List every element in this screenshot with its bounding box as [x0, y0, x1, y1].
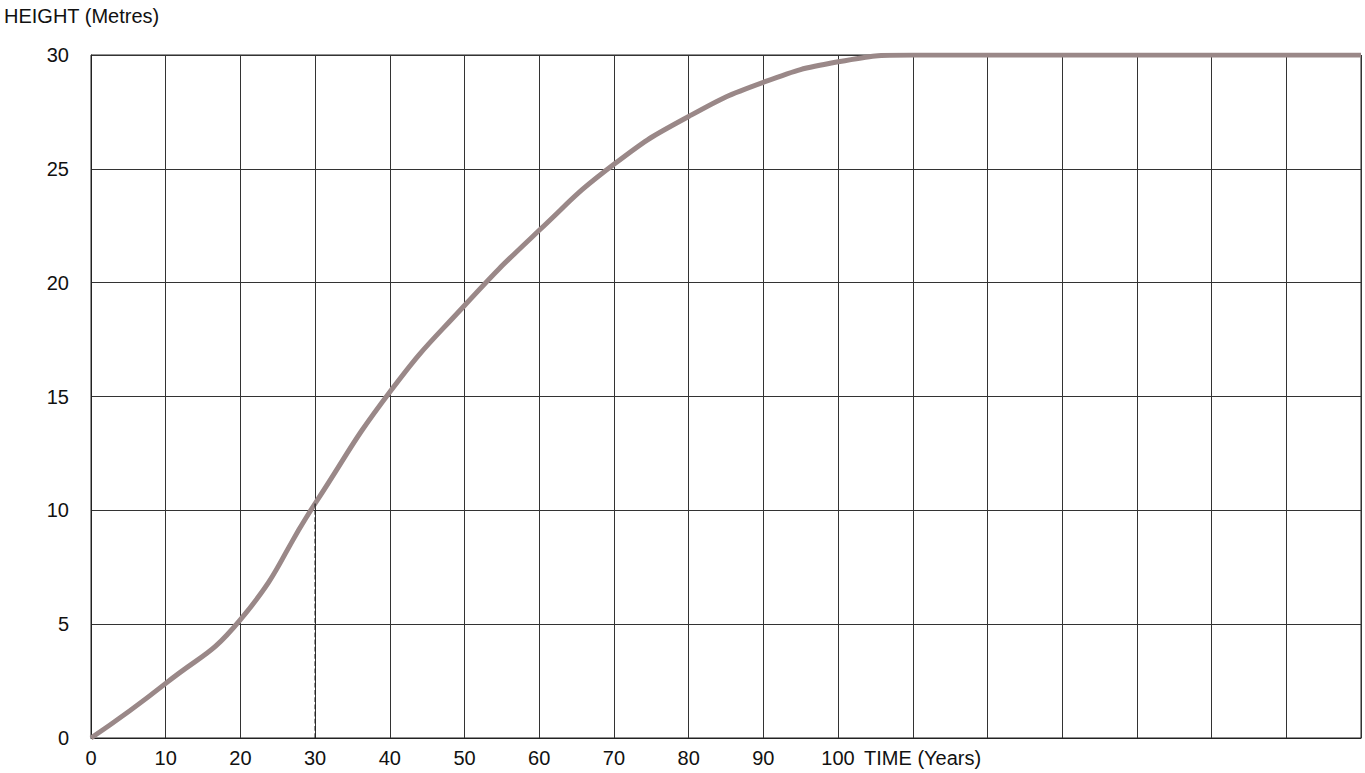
svg-text:10: 10: [155, 747, 177, 769]
svg-text:80: 80: [678, 747, 700, 769]
svg-text:25: 25: [47, 158, 69, 180]
svg-text:10: 10: [47, 499, 69, 521]
svg-text:0: 0: [85, 747, 96, 769]
svg-text:70: 70: [603, 747, 625, 769]
svg-text:5: 5: [58, 613, 69, 635]
svg-text:50: 50: [453, 747, 475, 769]
svg-text:20: 20: [47, 272, 69, 294]
svg-text:20: 20: [229, 747, 251, 769]
svg-text:30: 30: [47, 44, 69, 66]
svg-text:TIME (Years): TIME (Years): [864, 747, 981, 769]
svg-text:60: 60: [528, 747, 550, 769]
svg-text:100: 100: [821, 747, 854, 769]
svg-text:15: 15: [47, 386, 69, 408]
svg-text:30: 30: [304, 747, 326, 769]
svg-text:40: 40: [379, 747, 401, 769]
svg-text:HEIGHT (Metres): HEIGHT (Metres): [4, 5, 159, 27]
svg-text:0: 0: [58, 727, 69, 749]
svg-text:90: 90: [752, 747, 774, 769]
